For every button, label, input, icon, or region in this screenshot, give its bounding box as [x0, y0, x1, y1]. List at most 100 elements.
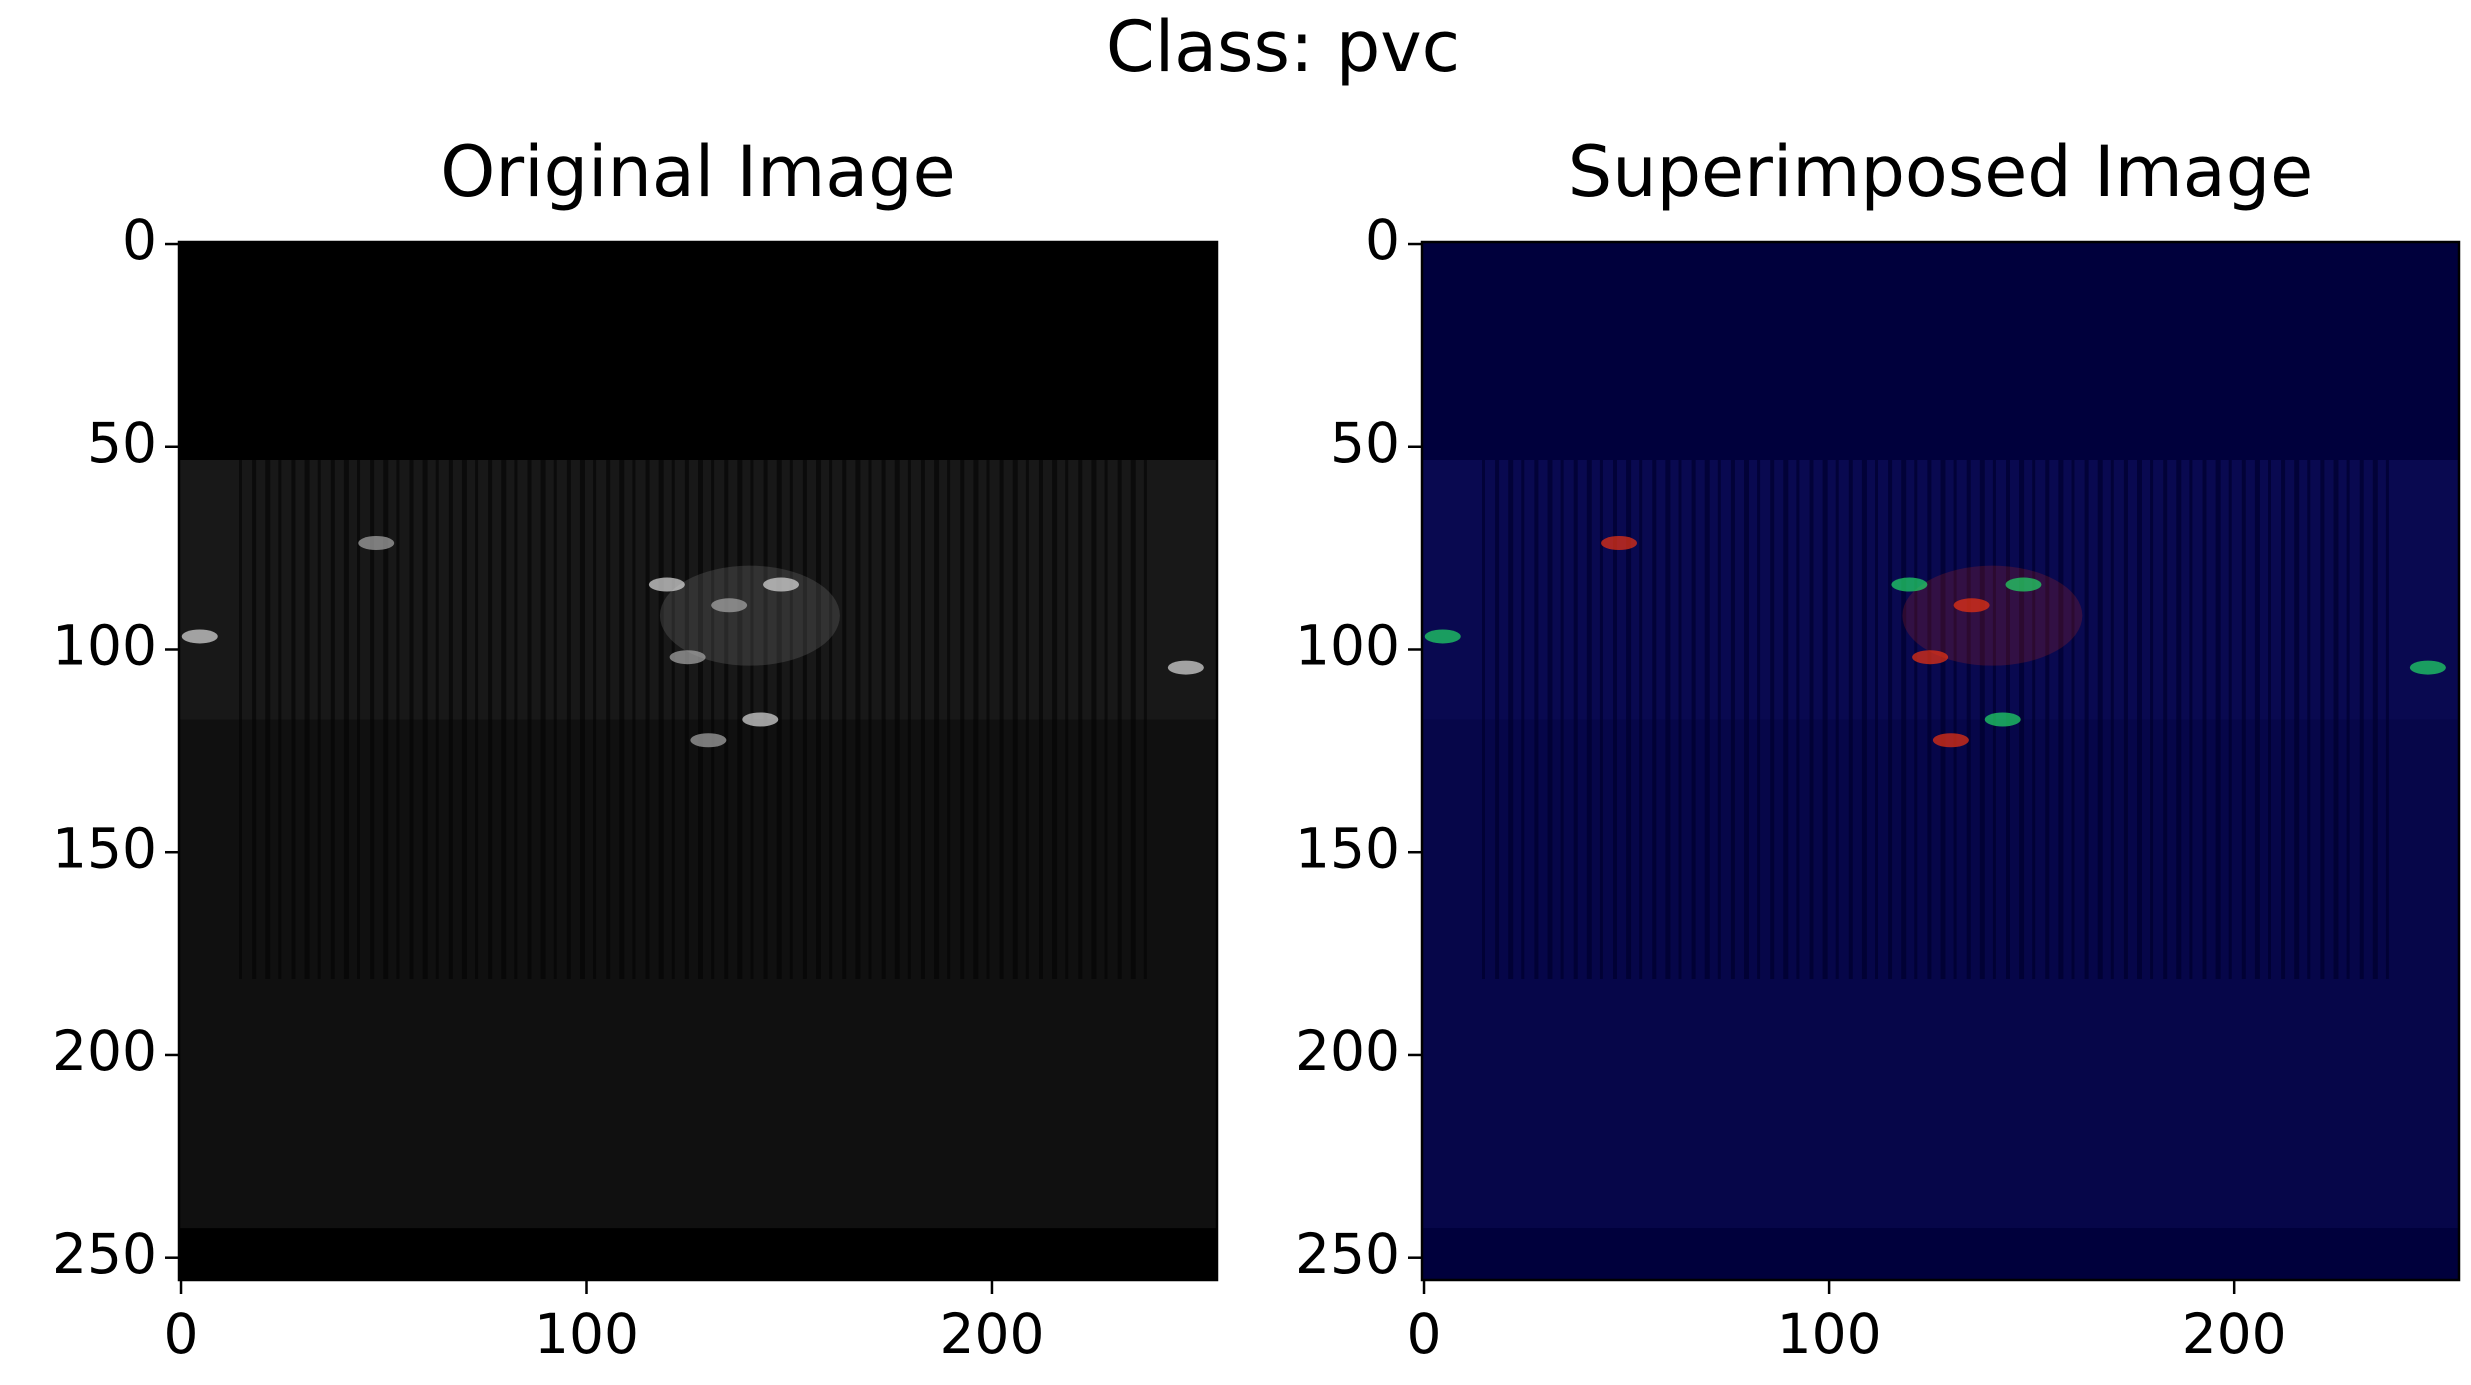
image-stripe — [789, 459, 793, 979]
image-stripe — [2176, 459, 2182, 979]
image-stripe — [1091, 459, 1097, 979]
image-stripe — [2307, 459, 2311, 979]
image-stripe — [737, 459, 743, 979]
image-highlight — [1902, 565, 2083, 666]
image-stripe — [842, 459, 847, 979]
image-stripe — [2320, 459, 2325, 979]
image-spot — [648, 577, 685, 592]
image-stripe — [265, 459, 271, 979]
image-stripe — [802, 459, 807, 979]
image-stripe — [1966, 459, 1971, 979]
image-stripe — [514, 459, 518, 979]
y-tick-label: 100 — [52, 614, 157, 678]
image-stripe — [2189, 459, 2193, 979]
image-stripe — [1875, 459, 1878, 979]
image-stripe — [2084, 459, 2089, 979]
image-stripe — [1521, 459, 1525, 979]
image-stripe — [1599, 459, 1603, 979]
image-stripe — [1848, 459, 1853, 979]
image-stripe — [501, 459, 507, 979]
image-stripe — [1927, 459, 1932, 979]
image-stripe — [2123, 459, 2128, 979]
image-spot — [1912, 650, 1949, 665]
image-stripe — [2150, 459, 2154, 979]
image-stripe — [1586, 459, 1592, 979]
image-stripe — [1757, 459, 1761, 979]
image-stripe — [986, 459, 990, 979]
image-stripe — [2359, 459, 2364, 979]
image-stripe — [1626, 459, 1632, 979]
image-stripe — [1704, 459, 1710, 979]
image-stripe — [435, 459, 439, 979]
image-stripe — [1025, 459, 1029, 979]
image-stripe — [1130, 459, 1136, 979]
axes-frame — [1420, 240, 2461, 1282]
image-stripe — [1888, 459, 1893, 979]
image-stripe — [2281, 459, 2286, 979]
image-stripe — [829, 459, 833, 979]
y-tick-label: 50 — [1330, 411, 1400, 475]
image-stripe — [973, 459, 979, 979]
image-stripe — [1573, 459, 1578, 979]
image-panel — [177, 240, 1219, 1282]
image-spot — [763, 577, 800, 592]
image-stripe — [1104, 459, 1108, 979]
image-stripe — [357, 459, 361, 979]
image-stripe — [1744, 459, 1749, 979]
image-stripe — [1730, 459, 1735, 979]
image-stripe — [1717, 459, 1721, 979]
image-stripe — [383, 459, 389, 979]
image-stripe — [2215, 459, 2221, 979]
image-stripe — [776, 459, 782, 979]
image-stripe — [671, 459, 675, 979]
image-stripe — [1065, 459, 1069, 979]
image-spot — [1167, 660, 1204, 675]
image-stripe — [894, 459, 900, 979]
x-tick-label: 100 — [1777, 1302, 1882, 1366]
image-stripe — [2097, 459, 2103, 979]
image-panel — [1420, 240, 2461, 1282]
image-stripe — [1012, 459, 1018, 979]
y-tick-label: 0 — [122, 208, 157, 272]
image-spot — [1601, 536, 1638, 551]
image-spot — [1891, 577, 1928, 592]
image-stripe — [1495, 459, 1500, 979]
image-stripe — [304, 459, 310, 979]
image-spot — [181, 629, 218, 644]
image-spot — [742, 712, 779, 727]
image-stripe — [934, 459, 940, 979]
image-stripe — [566, 459, 571, 979]
image-stripe — [475, 459, 479, 979]
figure-title: Class: pvc — [1106, 6, 1460, 88]
image-stripe — [606, 459, 611, 979]
image-stripe — [868, 459, 872, 979]
image-stripe — [684, 459, 689, 979]
image-stripe — [2268, 459, 2271, 979]
image-stripe — [1796, 459, 1800, 979]
y-tick-label: 100 — [1295, 614, 1400, 678]
image-stripe — [540, 459, 546, 979]
y-tick-label: 200 — [1295, 1019, 1400, 1083]
image-stripe — [2071, 459, 2075, 979]
image-stripe — [2228, 459, 2232, 979]
image-stripe — [619, 459, 625, 979]
image-stripe — [1482, 459, 1485, 979]
image-stripe — [1861, 459, 1867, 979]
image-stripe — [920, 459, 925, 979]
image-stripe — [1835, 459, 1839, 979]
x-tick-label: 0 — [1407, 1302, 1442, 1366]
image-stripe — [645, 459, 650, 979]
image-stripe — [1822, 459, 1828, 979]
image-stripe — [370, 459, 375, 979]
image-stripe — [1953, 459, 1957, 979]
image-stripe — [1809, 459, 1814, 979]
image-stripe — [330, 459, 335, 979]
image-stripe — [1038, 459, 1043, 979]
image-stripe — [422, 459, 428, 979]
image-stripe — [317, 459, 321, 979]
image-stripe — [461, 459, 467, 979]
image-spot — [711, 598, 748, 613]
x-tick-label: 200 — [2182, 1302, 2287, 1366]
image-stripe — [1652, 459, 1657, 979]
subplot-title: Original Image — [440, 131, 955, 213]
